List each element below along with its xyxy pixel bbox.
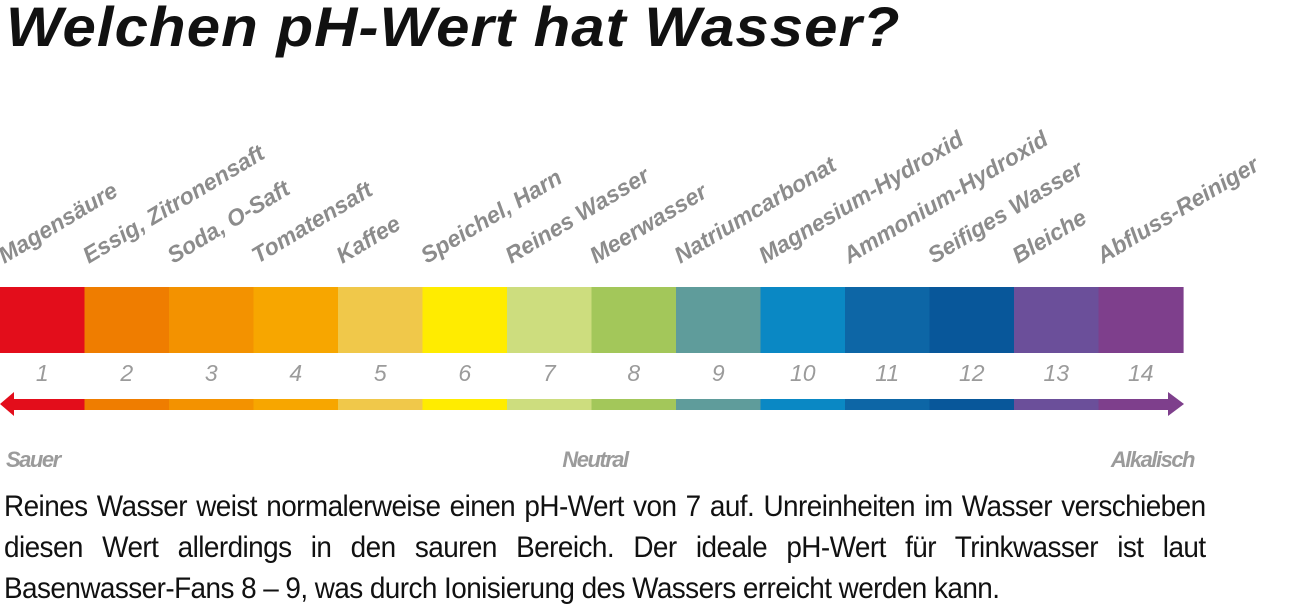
ph-value-label: 12 [959, 360, 985, 386]
arrow-color-segment [845, 399, 931, 410]
description-text: Reines Wasser weist normalerweise einen … [4, 490, 1206, 605]
ph-value-label: 3 [205, 360, 218, 386]
arrow-left-icon [0, 392, 14, 416]
substance-label: Abfluss-Reiniger [1091, 151, 1264, 269]
ph-color-bar [84, 287, 170, 353]
arrow-right-icon [1168, 392, 1184, 416]
arrow-color-segment [929, 399, 1015, 410]
arrow-color-segment [253, 399, 339, 410]
ph-color-bar [1014, 287, 1100, 353]
ph-color-bar [0, 287, 86, 353]
ph-value-label: 9 [712, 360, 725, 386]
ph-value-label: 2 [119, 360, 133, 386]
ph-value-label: 11 [875, 360, 899, 386]
arrow-color-segment [422, 399, 508, 410]
ph-value-label: 13 [1043, 360, 1069, 386]
ph-value-label: 4 [289, 360, 302, 386]
ph-color-bar [338, 287, 424, 353]
ph-color-bar [253, 287, 339, 353]
substance-label: Speichel, Harn [416, 164, 566, 269]
substance-label: Reines Wasser [500, 161, 654, 268]
ph-numbers: 1 2 3 4 5 6 7 8 9 10 11 12 13 14 [36, 360, 1154, 386]
ph-value-label: 10 [790, 360, 816, 386]
ph-value-label: 14 [1128, 360, 1154, 386]
ph-value-label: 1 [36, 360, 49, 386]
arrow-color-segment [1098, 399, 1170, 410]
ph-value-label: 5 [374, 360, 387, 386]
color-bars [0, 287, 1184, 353]
ph-color-bar [507, 287, 593, 353]
arrow-color-segment [760, 399, 846, 410]
arrow-color-segment [507, 399, 593, 410]
arrow-color-segment [591, 399, 677, 410]
arrow-color-segment [1014, 399, 1100, 410]
arrow-color-segment [12, 399, 86, 410]
arrow-color-segment [338, 399, 424, 410]
ph-color-bar [929, 287, 1015, 353]
arrow-color-segment [676, 399, 762, 410]
ph-color-bar [676, 287, 762, 353]
arrow-color-segment [169, 399, 255, 410]
ph-color-bar [760, 287, 846, 353]
ph-color-bar [169, 287, 255, 353]
ph-color-bar [845, 287, 931, 353]
arrow-color-segment [84, 399, 170, 410]
ph-color-bar [591, 287, 677, 353]
ph-color-bar [1098, 287, 1184, 353]
page-title: Welchen pH-Wert hat Wasser? [6, 0, 901, 58]
ph-value-label: 7 [543, 360, 557, 386]
ph-value-label: 8 [627, 360, 640, 386]
axis-label-sauer: Sauer [6, 447, 63, 472]
axis-label-alkalisch: Alkalisch [1110, 447, 1195, 472]
ph-color-bar [422, 287, 508, 353]
axis-label-neutral: Neutral [562, 447, 630, 472]
ph-value-label: 6 [458, 360, 471, 386]
arrow-line [12, 399, 1170, 410]
